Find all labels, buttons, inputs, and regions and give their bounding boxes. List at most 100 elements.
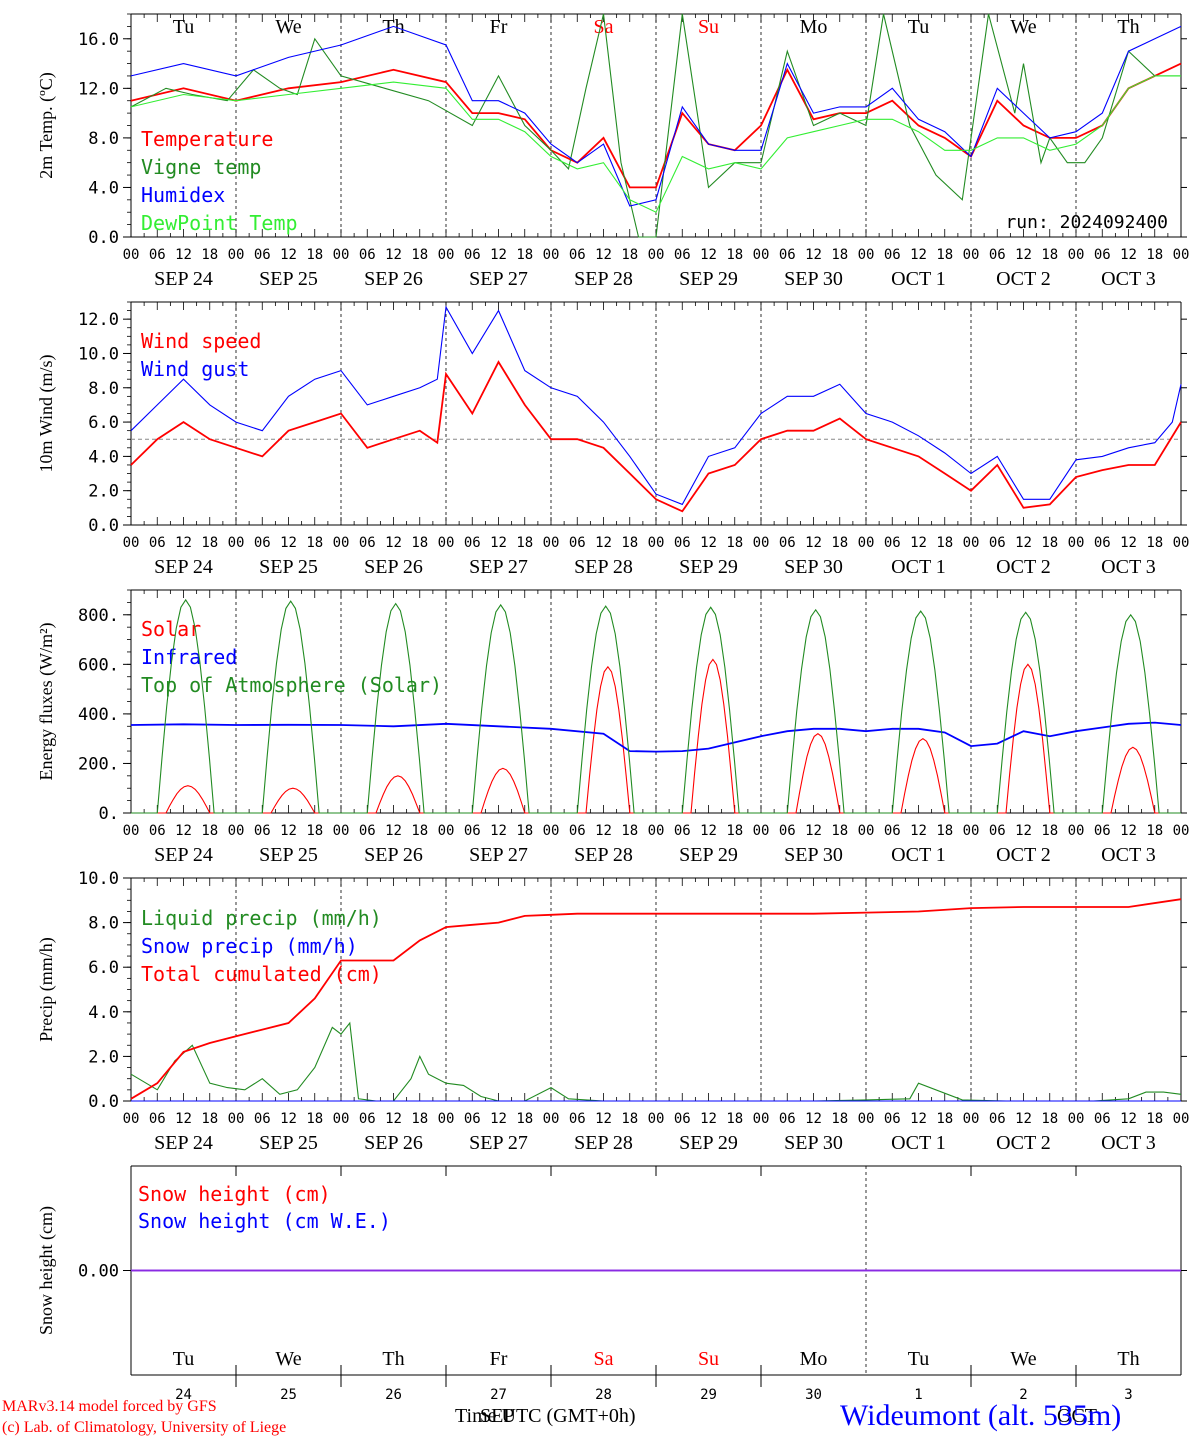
x-hour-label: 06 (149, 823, 166, 839)
x-hour-label: 18 (1146, 1111, 1163, 1127)
x-date-label: OCT 3 (1101, 1132, 1156, 1154)
x-date-label: SEP 28 (574, 268, 633, 290)
x-date-label: OCT 1 (891, 844, 946, 866)
y-axis-title: Snow height (cm) (36, 1206, 57, 1335)
legend-entry: DewPoint Temp (141, 211, 298, 235)
x-hour-label: 12 (1120, 1111, 1137, 1127)
x-hour-label: 00 (438, 247, 455, 263)
x-hour-label: 06 (779, 247, 796, 263)
x-date-label: SEP 29 (679, 1132, 738, 1154)
x-hour-label: 00 (333, 535, 350, 551)
x-hour-label: 12 (910, 535, 927, 551)
weekday-label: Sa (594, 16, 614, 38)
x-hour-label: 12 (1015, 823, 1032, 839)
x-date-label: SEP 30 (784, 1132, 843, 1154)
x-date-label: SEP 29 (679, 556, 738, 578)
x-hour-label: 12 (595, 1111, 612, 1127)
x-date-label: OCT 1 (891, 268, 946, 290)
x-hour-label: 12 (700, 823, 717, 839)
x-hour-label: 00 (858, 535, 875, 551)
x-hour-label: 00 (438, 1111, 455, 1127)
x-hour-label: 00 (648, 535, 665, 551)
x-hour-label: 12 (385, 1111, 402, 1127)
x-hour-label: 06 (359, 1111, 376, 1127)
weekday-label: Tu (908, 16, 930, 38)
x-hour-label: 18 (831, 535, 848, 551)
weekday-label: We (275, 1348, 301, 1370)
x-hour-label: 06 (1094, 823, 1111, 839)
x-hour-label: 12 (280, 247, 297, 263)
x-hour-label: 18 (1041, 535, 1058, 551)
y-tick-label: 400. (78, 705, 119, 725)
x-hour-label: 12 (280, 535, 297, 551)
x-hour-label: 06 (464, 535, 481, 551)
x-date-label: OCT 2 (996, 268, 1051, 290)
x-date-label: OCT 3 (1101, 844, 1156, 866)
legend-entry: Snow height (cm) (138, 1182, 331, 1206)
x-hour-label: 06 (989, 535, 1006, 551)
y-tick-label: 0.00 (78, 1262, 119, 1282)
x-hour-label: 18 (1041, 823, 1058, 839)
y-tick-label: 8.0 (88, 914, 119, 934)
x-hour-label: 18 (831, 1111, 848, 1127)
x-hour-label: 12 (175, 823, 192, 839)
x-hour-label: 12 (280, 823, 297, 839)
x-hour-label: 06 (779, 535, 796, 551)
y-tick-label: 4.0 (88, 178, 119, 198)
weekday-label: We (275, 16, 301, 38)
x-hour-label: 00 (753, 1111, 770, 1127)
x-hour-label: 18 (411, 1111, 428, 1127)
x-hour-label: 12 (175, 535, 192, 551)
y-tick-label: 12.0 (78, 79, 119, 99)
x-hour-label: 00 (648, 1111, 665, 1127)
x-hour-label: 12 (1015, 247, 1032, 263)
weekday-label: Th (1117, 1348, 1139, 1370)
x-hour-label: 00 (753, 247, 770, 263)
x-date-label: SEP 29 (679, 844, 738, 866)
x-hour-label: 06 (1094, 535, 1111, 551)
x-hour-label: 12 (1120, 823, 1137, 839)
x-hour-label: 06 (884, 247, 901, 263)
x-hour-label: 06 (884, 823, 901, 839)
x-hour-label: 06 (674, 1111, 691, 1127)
x-hour-label: 06 (989, 247, 1006, 263)
x-hour-label: 12 (490, 247, 507, 263)
x-hour-label: 18 (1146, 535, 1163, 551)
x-hour-label: 12 (490, 1111, 507, 1127)
x-hour-label: 12 (385, 247, 402, 263)
x-date-label: SEP 26 (364, 268, 423, 290)
x-date-label: OCT 2 (996, 844, 1051, 866)
x-hour-label: 06 (674, 247, 691, 263)
series-line (130, 13, 1181, 238)
y-axis-title: Precip (mm/h) (36, 937, 57, 1041)
x-hour-label: 12 (490, 823, 507, 839)
x-date-label: SEP 26 (364, 556, 423, 578)
x-hour-label: 12 (1120, 535, 1137, 551)
x-hour-label: 18 (411, 823, 428, 839)
x-hour-label: 00 (963, 823, 980, 839)
x-hour-label: 18 (306, 1111, 323, 1127)
x-date-label: OCT 2 (996, 556, 1051, 578)
x-hour-label: 00 (438, 823, 455, 839)
x-hour-label: 00 (543, 823, 560, 839)
x-hour-label: 18 (201, 823, 218, 839)
y-tick-label: 0.0 (88, 228, 119, 248)
x-hour-label: 12 (700, 535, 717, 551)
x-hour-label: 18 (936, 247, 953, 263)
x-hour-label: 06 (149, 535, 166, 551)
x-hour-label: 00 (648, 823, 665, 839)
x-hour-label: 00 (753, 535, 770, 551)
x-hour-label: 12 (385, 823, 402, 839)
station-label: Wideumont (alt. 535m) (840, 1399, 1122, 1432)
x-hour-label: 06 (254, 1111, 271, 1127)
legend-entry: Wind speed (141, 329, 261, 353)
x-date-label: OCT 3 (1101, 556, 1156, 578)
x-hour-label: 06 (569, 823, 586, 839)
weekday-label: Tu (173, 1348, 195, 1370)
weekday-label: Fr (490, 16, 508, 38)
x-hour-label: 18 (726, 535, 743, 551)
x-hour-label: 06 (569, 535, 586, 551)
x-hour-label: 00 (963, 1111, 980, 1127)
weekday-label: Mo (800, 1348, 828, 1370)
x-hour-label: 18 (201, 1111, 218, 1127)
